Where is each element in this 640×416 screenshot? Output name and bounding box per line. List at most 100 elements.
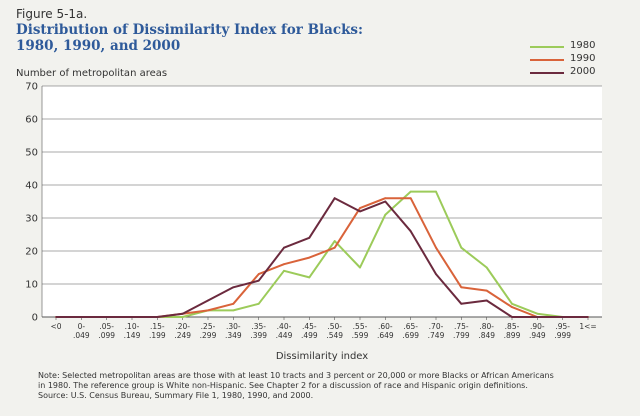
x-tick-label-13-b: .649 [377, 331, 394, 340]
legend-swatch-1990 [530, 59, 564, 61]
data-point-1980-17 [485, 266, 488, 269]
x-tick-label-3-a: .10- [125, 322, 140, 331]
series-line-2000 [56, 197, 588, 318]
x-tick-label-4-a: .15- [150, 322, 165, 331]
y-tick-label-20: 20 [25, 247, 38, 258]
data-point-2000-15 [435, 273, 437, 275]
x-tick-label-11-a: .50- [327, 322, 342, 331]
y-tick-label-60: 60 [25, 115, 38, 126]
data-point-1990-9 [283, 263, 285, 266]
x-tick-label-3-b: .149 [124, 331, 141, 340]
chart-note: Note: Selected metropolitan areas are th… [38, 371, 628, 401]
x-axis-label: Dissimilarity index [276, 351, 368, 362]
x-tick-label-2-b: .099 [98, 331, 115, 340]
chart-legend: 1980 1990 2000 [530, 40, 630, 79]
data-point-1980-15 [435, 190, 437, 193]
x-tick-label-1-a: 0- [78, 322, 86, 331]
x-tick-label-9-b: .449 [276, 331, 293, 340]
data-point-2000-16 [460, 302, 463, 305]
x-tick-label-10-a: .45- [302, 322, 317, 331]
x-tick-label-9-a: .40- [277, 322, 292, 331]
data-point-2000-6 [207, 299, 209, 302]
x-tick-label-20-a: .95- [555, 322, 570, 331]
data-point-2000-8 [257, 279, 260, 282]
y-tick-label-70: 70 [25, 82, 38, 93]
data-point-1980-13 [384, 213, 387, 216]
data-point-1990-12 [359, 207, 361, 210]
x-tick-label-8-b: .399 [250, 331, 267, 340]
data-point-2000-10 [308, 236, 311, 239]
x-tick-label-6-a: .25- [201, 322, 216, 331]
x-tick-label-4-b: .199 [149, 331, 166, 340]
x-tick-label-1-b: .049 [73, 331, 90, 340]
x-tick-label-5-a: .20- [175, 322, 190, 331]
data-point-1990-17 [485, 289, 488, 292]
data-point-2000-4 [156, 316, 159, 318]
y-tick-label-50: 50 [25, 148, 38, 159]
data-point-2000-0 [55, 316, 57, 318]
x-tick-label-20-b: .999 [554, 331, 571, 340]
data-point-1980-7 [232, 309, 235, 312]
x-tick-label-13-a: .60- [378, 322, 393, 331]
legend-swatch-2000 [530, 72, 564, 74]
chart-title-line-2: 1980, 1990, and 2000 [16, 38, 181, 54]
data-point-2000-18 [511, 316, 513, 318]
data-point-1980-5 [181, 316, 184, 318]
data-point-1990-13 [384, 197, 387, 200]
chart-title-line-1: Distribution of Dissimilarity Index for … [16, 22, 364, 38]
chart-title: Distribution of Dissimilarity Index for … [16, 22, 363, 54]
data-point-2000-12 [359, 210, 361, 213]
data-point-2000-20 [561, 316, 564, 318]
x-tick-label-15-b: .749 [428, 331, 445, 340]
data-point-2000-1 [80, 316, 83, 318]
x-tick-label-18-a: .85- [505, 322, 520, 331]
x-tick-label-21-a: 1<= [579, 322, 596, 331]
data-point-1990-10 [308, 256, 311, 259]
data-point-1980-14 [409, 190, 412, 193]
data-point-1990-18 [511, 306, 513, 308]
x-tick-label-10-b: .499 [301, 331, 318, 340]
data-point-1990-16 [460, 286, 463, 289]
data-point-2000-3 [131, 316, 133, 318]
data-point-1980-12 [359, 266, 361, 269]
x-tick-label-17-b: .849 [478, 331, 495, 340]
y-tick-label-0: 0 [32, 313, 38, 324]
note-line-3: Source: U.S. Census Bureau, Summary File… [38, 391, 314, 400]
data-point-1980-18 [511, 302, 513, 305]
plot-area [42, 86, 602, 317]
x-tick-label-5-b: .249 [174, 331, 191, 340]
x-tick-label-12-a: .55- [353, 322, 368, 331]
data-point-2000-5 [181, 312, 184, 315]
legend-label-2000: 2000 [570, 66, 596, 77]
data-point-1980-10 [308, 276, 311, 279]
legend-item-1990: 1990 [530, 53, 630, 66]
x-tick-label-15-a: .70- [429, 322, 444, 331]
data-point-1990-14 [409, 197, 412, 200]
legend-item-2000: 2000 [530, 66, 630, 79]
legend-label-1990: 1990 [570, 53, 596, 64]
x-tick-label-17-a: .80- [479, 322, 494, 331]
data-point-2000-7 [232, 286, 235, 289]
y-axis-label: Number of metropolitan areas [16, 68, 168, 79]
data-point-2000-14 [409, 230, 412, 233]
data-point-1990-6 [207, 309, 209, 312]
data-point-2000-9 [283, 246, 285, 249]
data-point-1990-7 [232, 302, 235, 305]
data-point-2000-19 [536, 316, 539, 318]
data-point-1980-9 [283, 269, 285, 272]
x-tick-label-8-a: .35- [251, 322, 266, 331]
x-tick-label-16-a: .75- [454, 322, 469, 331]
data-point-2000-2 [105, 316, 108, 318]
y-tick-label-30: 30 [25, 214, 38, 225]
y-tick-label-10: 10 [25, 280, 38, 291]
data-point-2000-11 [333, 197, 336, 200]
x-tick-label-7-b: .349 [225, 331, 242, 340]
x-tick-label-14-b: .699 [402, 331, 419, 340]
data-point-1980-11 [333, 240, 336, 243]
data-point-1990-15 [435, 246, 437, 249]
data-point-2000-17 [485, 299, 488, 302]
x-tick-label-16-b: .799 [453, 331, 470, 340]
x-tick-label-2-a: .05- [99, 322, 114, 331]
data-point-1980-19 [536, 312, 539, 315]
